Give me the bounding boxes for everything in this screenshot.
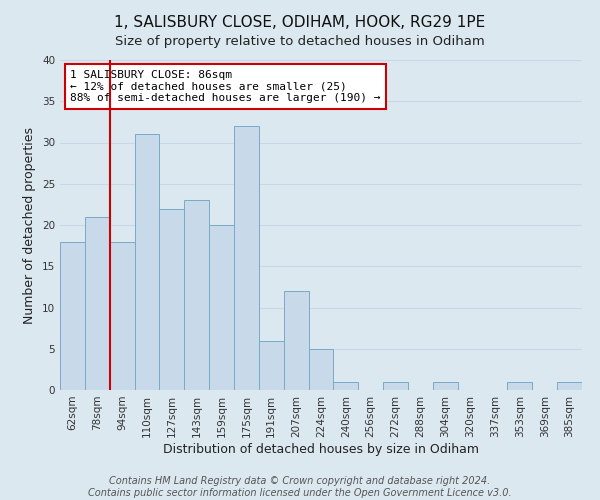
Bar (508, 382, 532, 390)
Y-axis label: Number of detached properties: Number of detached properties (23, 126, 37, 324)
Bar (110, 242, 134, 390)
Text: 1, SALISBURY CLOSE, ODIHAM, HOOK, RG29 1PE: 1, SALISBURY CLOSE, ODIHAM, HOOK, RG29 1… (115, 15, 485, 30)
Bar (134, 134, 160, 390)
Bar (184, 200, 209, 390)
Text: Size of property relative to detached houses in Odiham: Size of property relative to detached ho… (115, 35, 485, 48)
Text: Contains HM Land Registry data © Crown copyright and database right 2024.
Contai: Contains HM Land Registry data © Crown c… (88, 476, 512, 498)
Bar (308, 349, 334, 390)
Text: 1 SALISBURY CLOSE: 86sqm
← 12% of detached houses are smaller (25)
88% of semi-d: 1 SALISBURY CLOSE: 86sqm ← 12% of detach… (70, 70, 381, 103)
Bar (284, 291, 308, 390)
Bar (160, 208, 184, 390)
X-axis label: Distribution of detached houses by size in Odiham: Distribution of detached houses by size … (163, 442, 479, 456)
Bar (433, 382, 458, 390)
Bar (557, 382, 582, 390)
Bar (234, 126, 259, 390)
Bar (334, 382, 358, 390)
Bar (259, 340, 284, 390)
Bar (60, 242, 85, 390)
Bar (209, 225, 234, 390)
Bar (85, 217, 110, 390)
Bar (383, 382, 408, 390)
